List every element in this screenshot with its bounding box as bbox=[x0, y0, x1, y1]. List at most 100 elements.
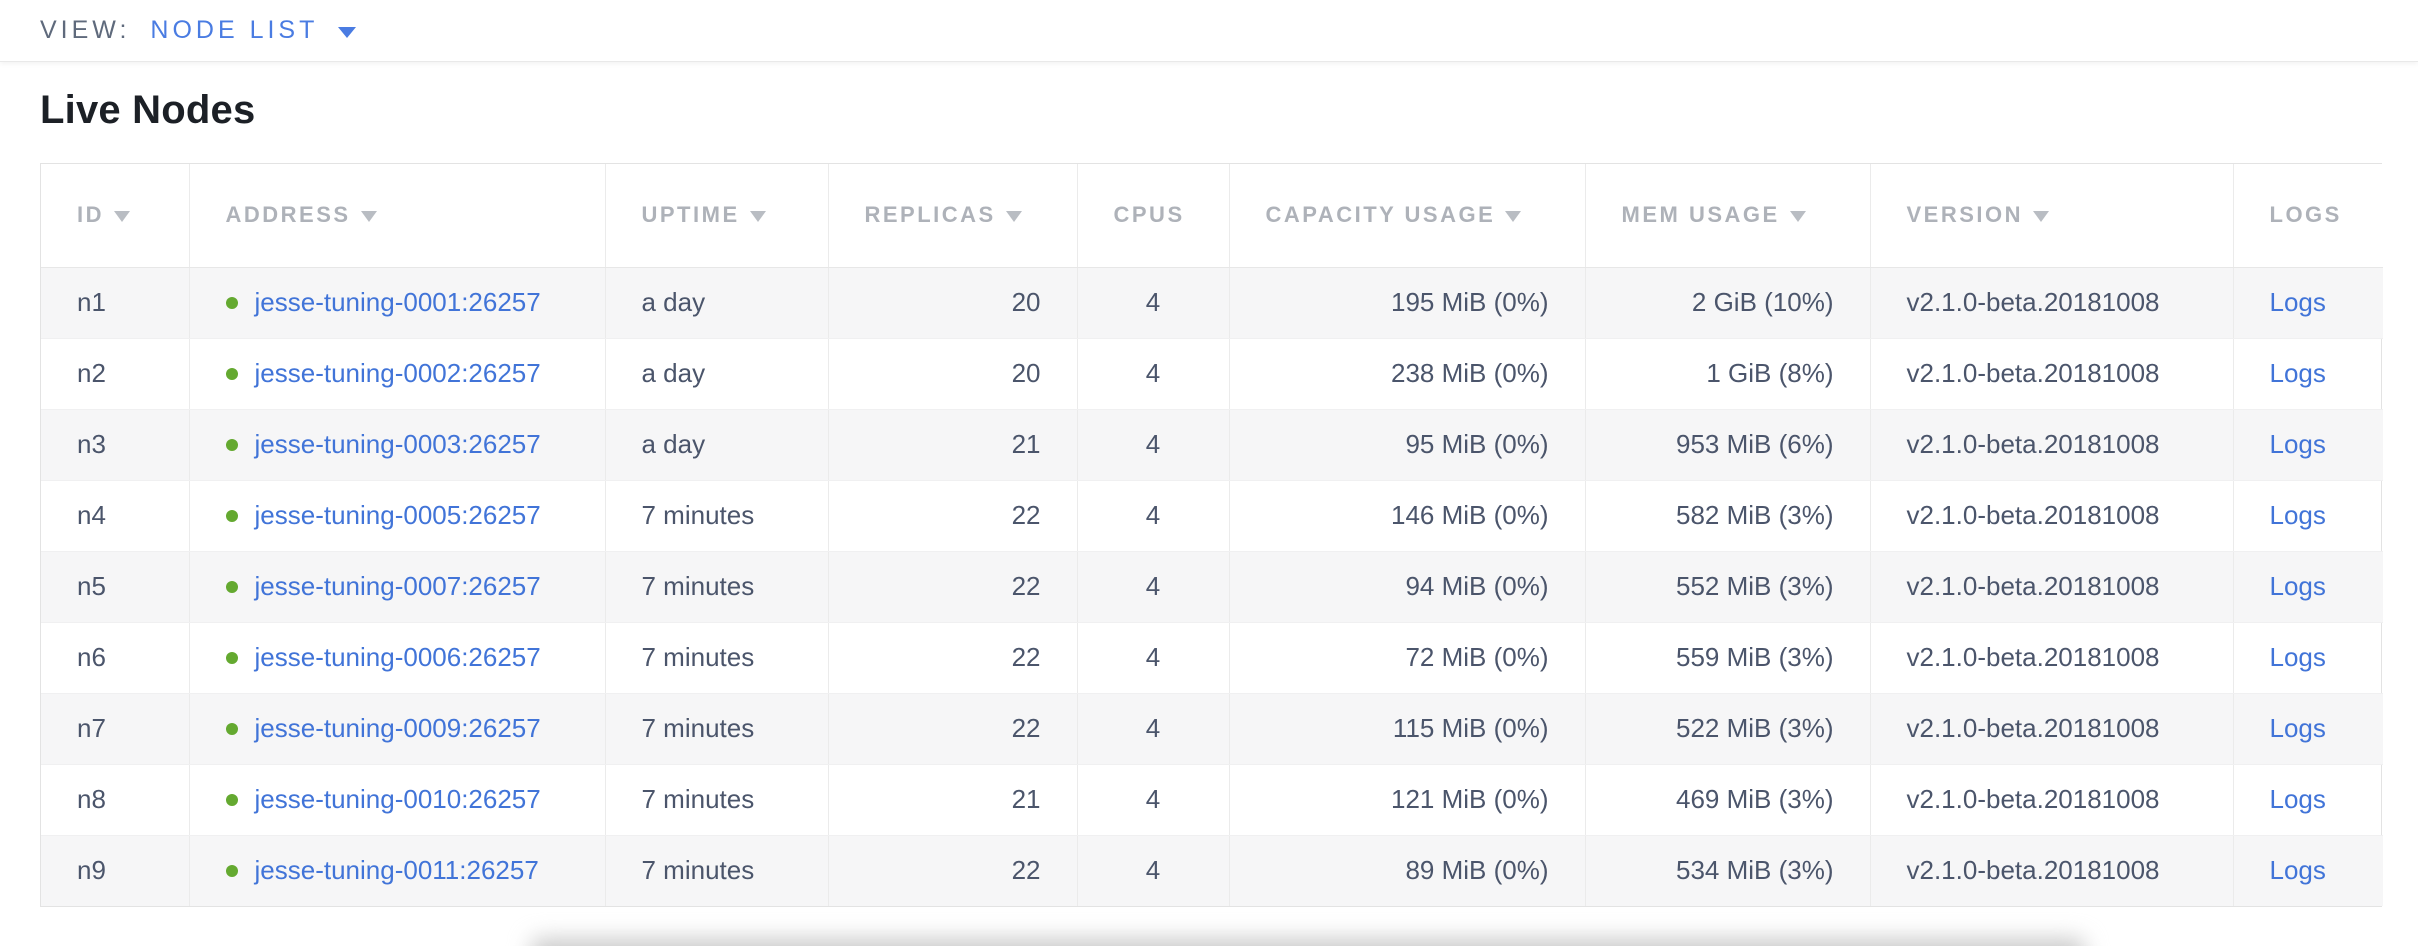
logs-link[interactable]: Logs bbox=[2269, 358, 2326, 388]
logs-link[interactable]: Logs bbox=[2269, 713, 2326, 743]
column-header-id[interactable]: ID bbox=[41, 164, 189, 268]
cell-cpus: 4 bbox=[1076, 764, 1229, 836]
cell-uptime: a day bbox=[604, 338, 828, 410]
cell-replicas: 21 bbox=[827, 409, 1077, 481]
column-header-label: REPLICAS bbox=[864, 202, 996, 228]
cell-version: v2.1.0-beta.20181008 bbox=[1869, 693, 2233, 765]
node-address-link[interactable]: jesse-tuning-0001:26257 bbox=[254, 287, 541, 317]
cell-uptime: a day bbox=[604, 267, 828, 339]
cell-uptime: 7 minutes bbox=[604, 835, 828, 906]
cell-version: v2.1.0-beta.20181008 bbox=[1869, 338, 2233, 410]
table-header-row: ID ADDRESS UPTIME REPLICAS CPUS CAPACITY USAG… bbox=[41, 164, 2383, 268]
table-row: n2 jesse-tuning-0002:26257 a day 20 4 238 MiB… bbox=[41, 338, 2383, 410]
cell-capacity: 146 MiB (0%) bbox=[1228, 480, 1585, 552]
column-header-address[interactable]: ADDRESS bbox=[188, 164, 605, 268]
cell-capacity: 195 MiB (0%) bbox=[1228, 267, 1585, 339]
view-selector-value: NODE LIST bbox=[150, 16, 319, 44]
sort-arrow-icon bbox=[1789, 211, 1806, 223]
cell-logs: Logs bbox=[2232, 835, 2383, 906]
cell-uptime: 7 minutes bbox=[604, 480, 828, 552]
nodes-table: ID ADDRESS UPTIME REPLICAS CPUS CAPACITY USAG… bbox=[41, 164, 2383, 906]
node-address-link[interactable]: jesse-tuning-0005:26257 bbox=[254, 500, 541, 530]
cell-replicas: 21 bbox=[827, 764, 1077, 836]
cell-capacity: 115 MiB (0%) bbox=[1228, 693, 1585, 765]
logs-link[interactable]: Logs bbox=[2269, 642, 2326, 672]
node-address-link[interactable]: jesse-tuning-0002:26257 bbox=[254, 358, 541, 388]
column-header-label: LOGS bbox=[2269, 202, 2342, 228]
cell-capacity: 72 MiB (0%) bbox=[1228, 622, 1585, 694]
node-healthy-status-icon bbox=[225, 510, 238, 522]
cell-version: v2.1.0-beta.20181008 bbox=[1869, 622, 2233, 694]
column-header-label: ID bbox=[77, 202, 104, 228]
cell-version: v2.1.0-beta.20181008 bbox=[1869, 267, 2233, 339]
column-header-mem[interactable]: MEM USAGE bbox=[1584, 164, 1870, 268]
column-header-capacity[interactable]: CAPACITY USAGE bbox=[1228, 164, 1585, 268]
cell-address: jesse-tuning-0002:26257 bbox=[188, 338, 605, 410]
cell-cpus: 4 bbox=[1076, 551, 1229, 623]
node-address-link[interactable]: jesse-tuning-0009:26257 bbox=[254, 713, 541, 743]
node-address-link[interactable]: jesse-tuning-0003:26257 bbox=[254, 429, 541, 459]
cell-cpus: 4 bbox=[1076, 338, 1229, 410]
column-header-uptime[interactable]: UPTIME bbox=[604, 164, 828, 268]
cell-mem: 522 MiB (3%) bbox=[1584, 693, 1870, 765]
cell-id: n6 bbox=[41, 622, 189, 694]
cell-capacity: 94 MiB (0%) bbox=[1228, 551, 1585, 623]
logs-link[interactable]: Logs bbox=[2269, 287, 2326, 317]
column-header-replicas[interactable]: REPLICAS bbox=[827, 164, 1077, 268]
cell-address: jesse-tuning-0006:26257 bbox=[188, 622, 605, 694]
column-header-version[interactable]: VERSION bbox=[1869, 164, 2233, 268]
node-address-link[interactable]: jesse-tuning-0007:26257 bbox=[254, 571, 541, 601]
cell-mem: 559 MiB (3%) bbox=[1584, 622, 1870, 694]
cell-uptime: a day bbox=[604, 409, 828, 481]
cell-version: v2.1.0-beta.20181008 bbox=[1869, 835, 2233, 906]
column-header-label: CPUS bbox=[1113, 202, 1185, 228]
cell-version: v2.1.0-beta.20181008 bbox=[1869, 764, 2233, 836]
cell-replicas: 20 bbox=[827, 338, 1077, 410]
logs-link[interactable]: Logs bbox=[2269, 500, 2326, 530]
node-healthy-status-icon bbox=[225, 723, 238, 735]
view-label: VIEW: bbox=[40, 16, 131, 44]
logs-link[interactable]: Logs bbox=[2269, 429, 2326, 459]
cell-capacity: 95 MiB (0%) bbox=[1228, 409, 1585, 481]
sort-arrow-icon bbox=[2033, 211, 2050, 223]
cell-logs: Logs bbox=[2232, 622, 2383, 694]
view-selector-dropdown[interactable]: NODE LIST bbox=[150, 16, 357, 45]
table-row: n4 jesse-tuning-0005:26257 7 minutes 22 4 146… bbox=[41, 480, 2383, 552]
cell-mem: 534 MiB (3%) bbox=[1584, 835, 1870, 906]
cell-address: jesse-tuning-0001:26257 bbox=[188, 267, 605, 339]
node-healthy-status-icon bbox=[225, 652, 238, 664]
chevron-down-icon bbox=[338, 26, 357, 38]
cell-address: jesse-tuning-0011:26257 bbox=[188, 835, 605, 906]
cell-mem: 582 MiB (3%) bbox=[1584, 480, 1870, 552]
cell-address: jesse-tuning-0009:26257 bbox=[188, 693, 605, 765]
cell-uptime: 7 minutes bbox=[604, 764, 828, 836]
node-address-link[interactable]: jesse-tuning-0010:26257 bbox=[254, 784, 541, 814]
sort-arrow-icon bbox=[1005, 211, 1022, 223]
node-address-link[interactable]: jesse-tuning-0006:26257 bbox=[254, 642, 541, 672]
node-healthy-status-icon bbox=[225, 865, 238, 878]
logs-link[interactable]: Logs bbox=[2269, 571, 2326, 601]
cell-logs: Logs bbox=[2232, 764, 2383, 836]
cell-id: n5 bbox=[41, 551, 189, 623]
cell-capacity: 238 MiB (0%) bbox=[1228, 338, 1585, 410]
logs-link[interactable]: Logs bbox=[2269, 855, 2326, 886]
cell-cpus: 4 bbox=[1076, 409, 1229, 481]
table-row: n9 jesse-tuning-0011:26257 7 minutes 22 4 89 … bbox=[41, 835, 2383, 906]
column-header-label: ADDRESS bbox=[225, 202, 351, 228]
cell-mem: 2 GiB (10%) bbox=[1584, 267, 1870, 339]
live-nodes-table: ID ADDRESS UPTIME REPLICAS CPUS CAPACITY USAG… bbox=[40, 163, 2383, 907]
sort-arrow-icon bbox=[749, 211, 766, 223]
cell-logs: Logs bbox=[2232, 551, 2383, 623]
column-header-logs: LOGS bbox=[2232, 164, 2383, 268]
cell-logs: Logs bbox=[2232, 338, 2383, 410]
sort-arrow-icon bbox=[360, 211, 377, 223]
node-healthy-status-icon bbox=[225, 368, 238, 380]
cell-replicas: 22 bbox=[827, 622, 1077, 694]
logs-link[interactable]: Logs bbox=[2269, 784, 2326, 814]
column-header-label: MEM USAGE bbox=[1621, 202, 1780, 228]
cell-replicas: 22 bbox=[827, 835, 1077, 906]
cell-version: v2.1.0-beta.20181008 bbox=[1869, 409, 2233, 481]
column-header-label: CAPACITY USAGE bbox=[1265, 202, 1496, 228]
cell-mem: 953 MiB (6%) bbox=[1584, 409, 1870, 481]
node-address-link[interactable]: jesse-tuning-0011:26257 bbox=[254, 855, 539, 886]
